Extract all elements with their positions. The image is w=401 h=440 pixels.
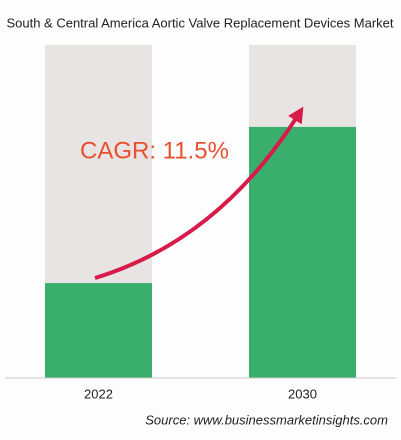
- x-tick-label: 2030: [288, 386, 317, 401]
- plot-area: [45, 45, 356, 378]
- x-tick-label: 2022: [84, 386, 113, 401]
- cagr-label: CAGR: 11.5%: [80, 137, 229, 164]
- bar: [45, 283, 152, 378]
- cagr-arrow: [94, 106, 304, 280]
- chart-title: South & Central America Aortic Valve Rep…: [6, 15, 393, 30]
- bar: [249, 126, 356, 378]
- source: Source: www.businessmarketinsights.com: [145, 412, 388, 427]
